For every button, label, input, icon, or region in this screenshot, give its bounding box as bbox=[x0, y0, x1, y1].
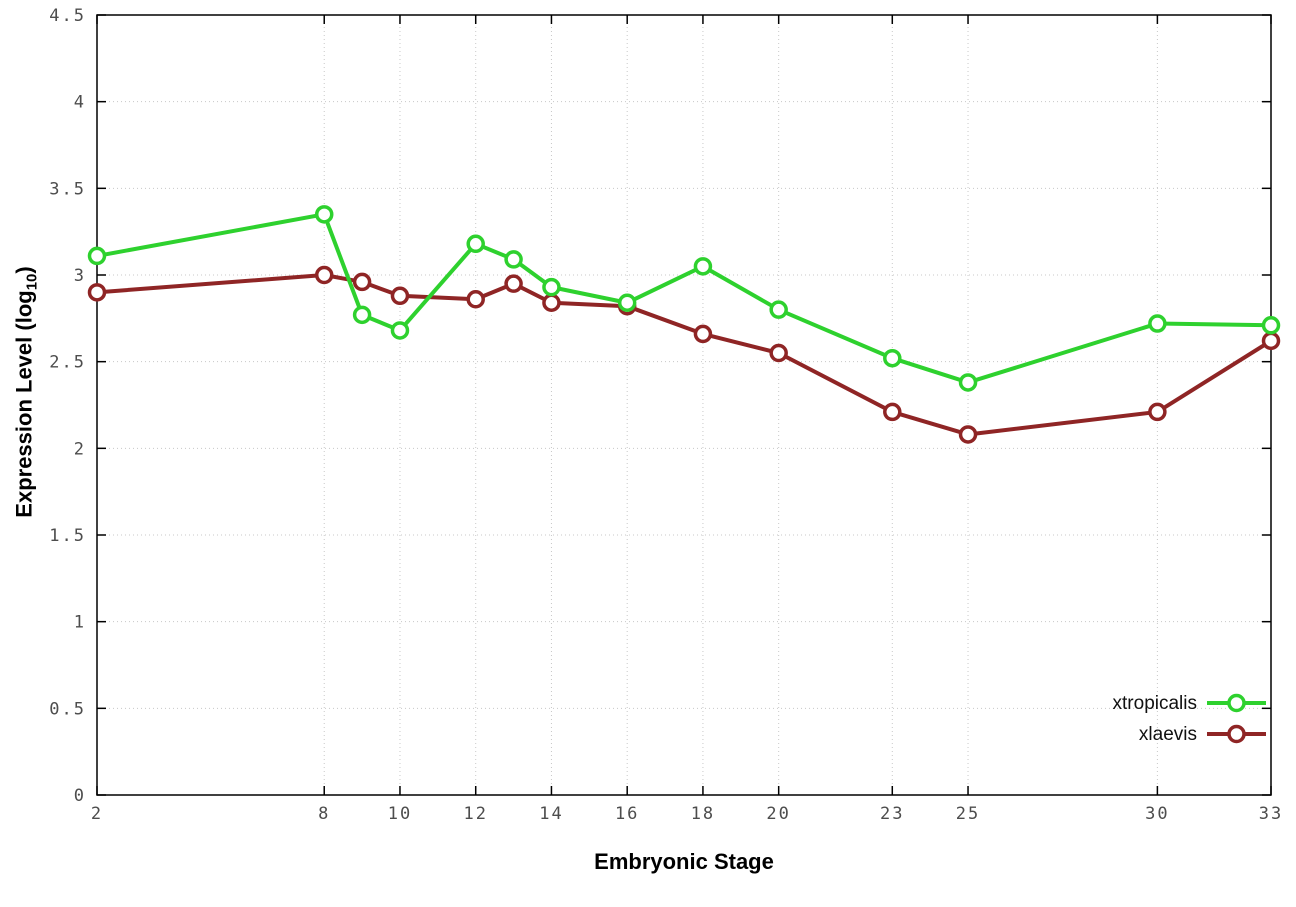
x-tick-label: 8 bbox=[318, 804, 330, 824]
series-marker-xtropicalis bbox=[769, 300, 788, 319]
x-tick-label: 30 bbox=[1145, 804, 1169, 824]
series-marker-xtropicalis bbox=[1148, 314, 1167, 333]
series-marker-xtropicalis bbox=[542, 277, 561, 297]
series-marker-xlaevis bbox=[504, 274, 523, 293]
y-axis-label-close: ) bbox=[11, 266, 37, 274]
x-tick-label: 12 bbox=[463, 804, 487, 824]
series-marker-xlaevis bbox=[314, 265, 334, 285]
x-tick-label: 16 bbox=[615, 804, 639, 824]
y-tick-label: 1 bbox=[74, 613, 86, 633]
y-tick-label: 4 bbox=[74, 93, 86, 113]
series-marker-xtropicalis bbox=[693, 257, 713, 276]
x-tick-label: 14 bbox=[539, 804, 563, 824]
series-marker-xlaevis bbox=[542, 293, 561, 312]
series-line-xlaevis bbox=[95, 273, 1273, 437]
y-tick-label: 0 bbox=[74, 786, 86, 806]
x-tick-label: 25 bbox=[956, 804, 980, 824]
y-axis-label: Expression Level (log10) bbox=[11, 266, 40, 517]
series-line-xtropicalis bbox=[95, 212, 1273, 385]
y-tick-label: 3.5 bbox=[49, 179, 86, 199]
series-marker-xlaevis bbox=[958, 425, 978, 444]
legend-label-xlaevis: xlaevis bbox=[1139, 724, 1197, 745]
series-marker-xtropicalis bbox=[352, 305, 372, 325]
y-tick-label: 3 bbox=[74, 266, 86, 286]
series-marker-xlaevis bbox=[1148, 402, 1167, 422]
series-marker-xlaevis bbox=[466, 290, 485, 309]
series-marker-xtropicalis bbox=[314, 205, 334, 224]
series-marker-xtropicalis bbox=[617, 293, 637, 312]
x-tick-label: 2 bbox=[91, 804, 103, 824]
series-marker-xtropicalis bbox=[883, 348, 902, 368]
x-tick-label: 18 bbox=[691, 804, 715, 824]
y-tick-label: 1.5 bbox=[49, 526, 86, 546]
y-tick-label: 2.5 bbox=[49, 353, 86, 373]
plot-border bbox=[96, 14, 1272, 796]
series-marker-xlaevis bbox=[883, 402, 902, 422]
series-marker-xtropicalis bbox=[958, 373, 978, 392]
series-marker-xtropicalis bbox=[1261, 316, 1281, 335]
x-tick-label: 20 bbox=[766, 804, 790, 824]
legend-marker-xlaevis bbox=[1227, 724, 1246, 744]
series-marker-xtropicalis bbox=[504, 250, 523, 269]
y-tick-label: 0.5 bbox=[49, 699, 86, 719]
x-axis-label: Embryonic Stage bbox=[594, 849, 774, 874]
series-marker-xlaevis bbox=[87, 283, 107, 302]
series-marker-xlaevis bbox=[769, 343, 788, 363]
series-marker-xlaevis bbox=[693, 324, 713, 344]
y-axis-label-text: Expression Level (log bbox=[11, 290, 37, 518]
series-marker-xtropicalis bbox=[390, 321, 410, 340]
legend-marker-xtropicalis bbox=[1227, 693, 1246, 713]
y-tick-label: 2 bbox=[74, 439, 86, 459]
x-tick-label: 10 bbox=[388, 804, 412, 824]
x-tick-label: 33 bbox=[1259, 804, 1283, 824]
legend-label-xtropicalis: xtropicalis bbox=[1113, 693, 1197, 714]
y-axis-label-subscript: 10 bbox=[23, 273, 41, 291]
x-tick-label: 23 bbox=[880, 804, 904, 824]
series-marker-xlaevis bbox=[390, 286, 410, 306]
series-marker-xlaevis bbox=[1261, 331, 1281, 351]
series-marker-xlaevis bbox=[352, 272, 372, 292]
y-tick-label: 4.5 bbox=[49, 6, 86, 26]
series-marker-xtropicalis bbox=[466, 234, 485, 254]
series-marker-xtropicalis bbox=[87, 246, 107, 266]
